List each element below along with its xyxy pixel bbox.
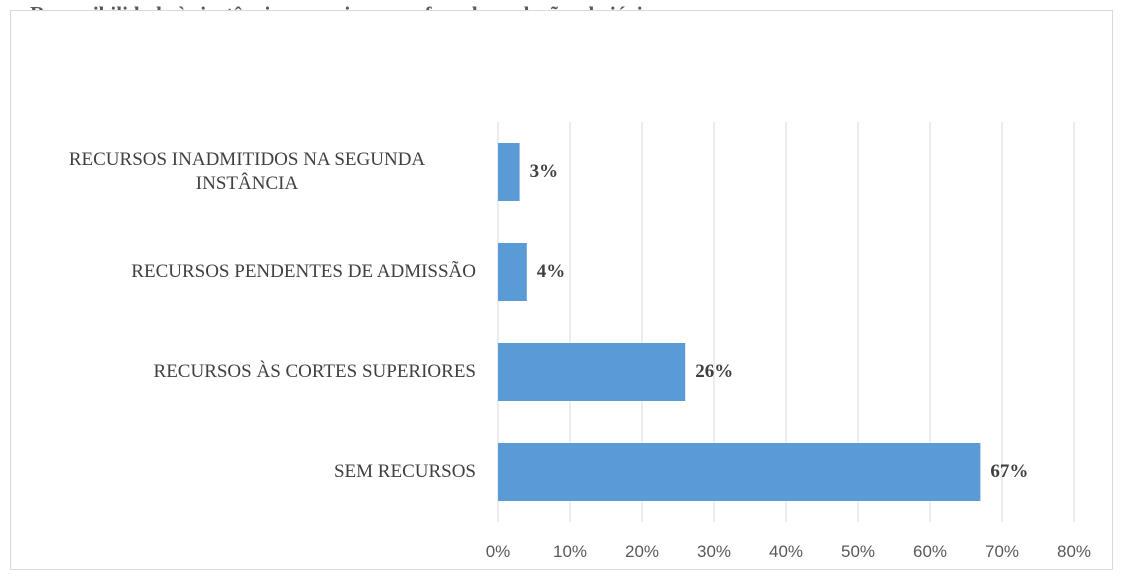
x-tick-label: 70% [984,542,1020,561]
data-label: 4% [536,261,566,282]
bar [498,443,981,501]
x-tick-label: 30% [696,542,732,561]
y-tick-label: RECURSOS INADMITIDOS NA SEGUNDA INSTÂNCI… [18,148,476,196]
bar [498,343,686,401]
x-tick-label: 40% [768,542,804,561]
category-text: RECURSOS PENDENTES DE ADMISSÃO [131,261,476,282]
data-label: 26% [695,361,734,382]
data-label: 67% [990,461,1029,482]
bar [498,143,520,201]
data-label: 3% [529,161,559,182]
category-text: SEM RECURSOS [333,461,476,482]
x-tick-label: 20% [624,542,660,561]
category-text: RECURSOS ÀS CORTES SUPERIORES [153,361,476,382]
x-tick-label: 60% [912,542,948,561]
x-tick-label: 10% [552,542,588,561]
x-tick-label: 80% [1056,542,1092,561]
y-tick-label: SEM RECURSOS [334,460,476,484]
y-tick-label: RECURSOS ÀS CORTES SUPERIORES [154,360,476,384]
bar [498,243,527,301]
y-tick-label: RECURSOS PENDENTES DE ADMISSÃO [131,260,476,284]
x-tick-label: 50% [840,542,876,561]
category-text: RECURSOS INADMITIDOS NA SEGUNDA INSTÂNCI… [68,149,426,194]
x-tick-label: 0% [485,542,511,561]
